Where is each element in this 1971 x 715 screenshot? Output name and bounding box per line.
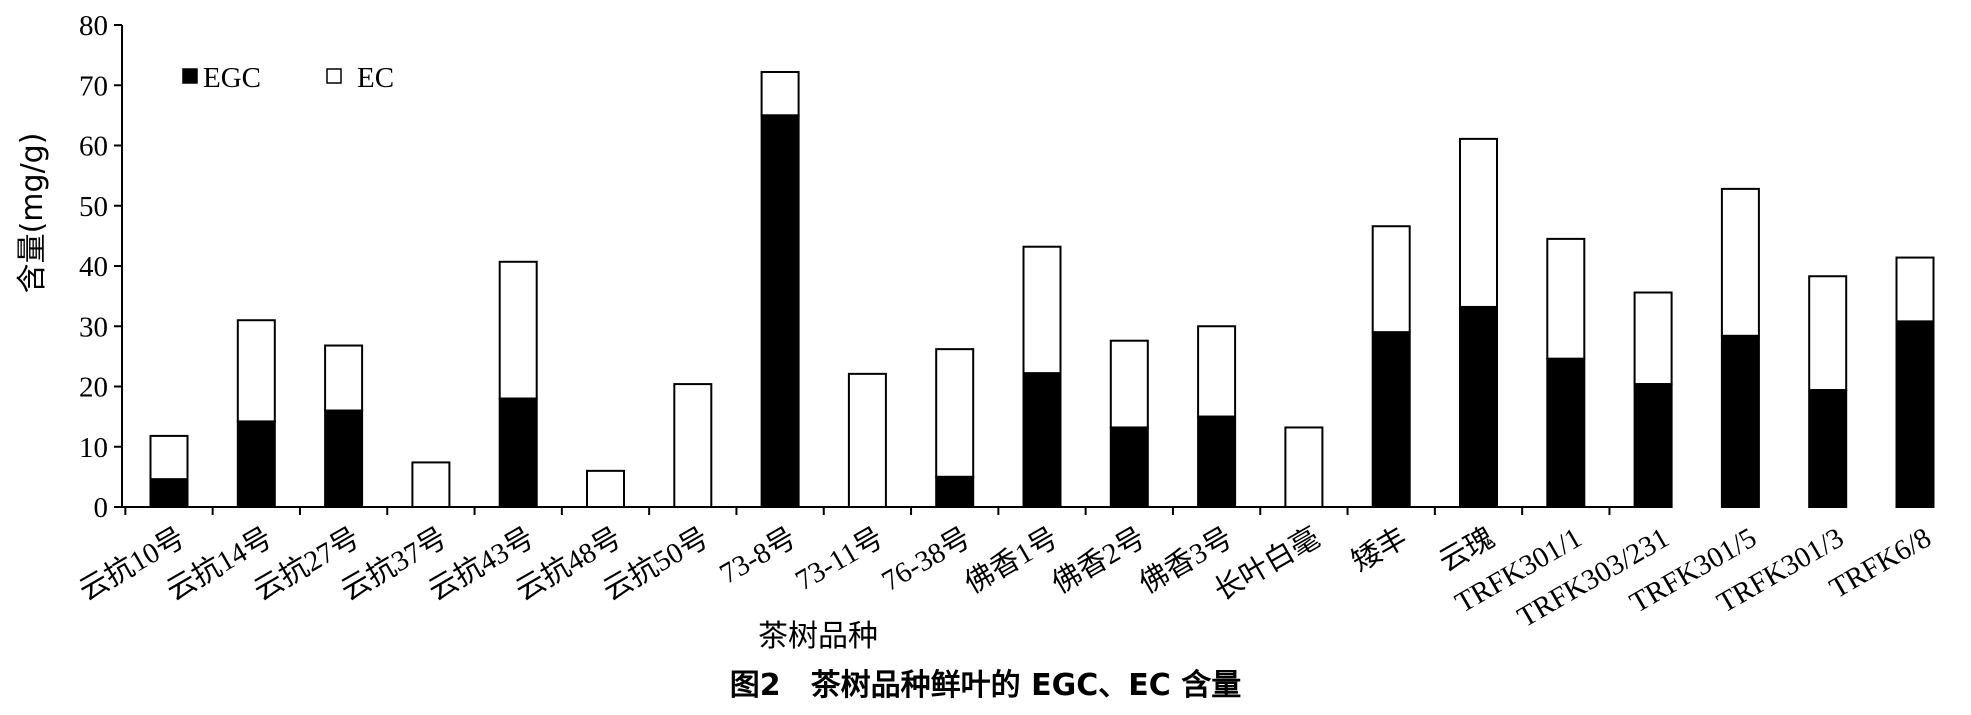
bar-egc-18 [1720, 334, 1760, 509]
bar-ec-0 [149, 434, 189, 481]
bar-ec-11 [1109, 339, 1149, 429]
bar-ec-2 [324, 344, 364, 412]
y-tick-labels: 0 10 20 30 40 50 60 70 80 [79, 10, 108, 524]
legend: EGC EC [182, 62, 394, 94]
legend-label-egc: EGC [203, 62, 261, 94]
y-tick-label: 80 [79, 10, 108, 42]
x-tick-label: 73-8号 [714, 522, 801, 591]
x-tick-label: 矮丰 [1346, 521, 1413, 579]
y-tick-label: 30 [79, 311, 108, 343]
bar-egc-17 [1633, 383, 1673, 508]
bar-ec-13 [1284, 426, 1324, 508]
bar-egc-9 [935, 475, 975, 508]
bar-ec-6 [673, 383, 713, 508]
bar-egc-0 [149, 478, 189, 509]
bar-egc-7 [760, 114, 800, 508]
bar-ec-16 [1546, 237, 1586, 360]
bars [149, 70, 1935, 509]
bar-ec-17 [1633, 291, 1673, 386]
bar-ec-7 [760, 70, 800, 117]
bar-egc-19 [1808, 389, 1848, 508]
bar-egc-15 [1459, 305, 1498, 508]
bar-ec-15 [1459, 137, 1498, 308]
bar-ec-9 [935, 348, 975, 478]
bar-egc-20 [1895, 320, 1935, 508]
bar-egc-11 [1109, 426, 1149, 508]
bar-ec-19 [1808, 275, 1848, 392]
bar-ec-4 [498, 260, 538, 400]
bar-egc-12 [1197, 415, 1237, 508]
x-tick-label: TRFK6/8 [1824, 522, 1936, 605]
y-tick-label: 10 [79, 432, 108, 464]
bar-egc-2 [324, 409, 364, 509]
y-tick-label: 70 [79, 70, 108, 102]
bar-ec-8 [847, 372, 887, 508]
x-tick-label: 佛香2号 [1046, 521, 1150, 600]
y-tick-label: 0 [94, 492, 109, 524]
y-tick-label: 40 [79, 251, 108, 283]
legend-swatch-egc [182, 68, 198, 84]
x-tick-label: 76-38号 [876, 522, 976, 598]
y-axis-title: 含量(mg/g) [15, 133, 50, 294]
x-axis-title: 茶树品种 [758, 619, 878, 654]
x-tick-label: 73-11号 [790, 522, 889, 598]
bar-egc-14 [1371, 331, 1411, 508]
bar-egc-1 [236, 420, 276, 509]
bar-ec-18 [1720, 187, 1760, 337]
legend-swatch-ec [326, 68, 342, 84]
bar-ec-10 [1022, 245, 1062, 375]
bar-ec-20 [1895, 256, 1935, 323]
bar-ec-1 [236, 319, 276, 423]
bar-ec-3 [411, 461, 451, 509]
figure-caption: 图2 茶树品种鲜叶的 EGC、EC 含量 [729, 668, 1242, 703]
y-tick-label: 60 [79, 131, 108, 163]
y-tick-label: 20 [79, 372, 108, 404]
bar-egc-10 [1022, 372, 1062, 508]
bar-ec-14 [1371, 225, 1411, 334]
x-tick-label: 佛香1号 [959, 521, 1063, 600]
legend-label-ec: EC [357, 62, 394, 94]
bar-egc-16 [1546, 357, 1586, 508]
y-tick-label: 50 [79, 191, 108, 223]
bar-ec-12 [1197, 325, 1237, 418]
bar-egc-4 [498, 397, 538, 508]
bar-ec-5 [586, 469, 625, 509]
